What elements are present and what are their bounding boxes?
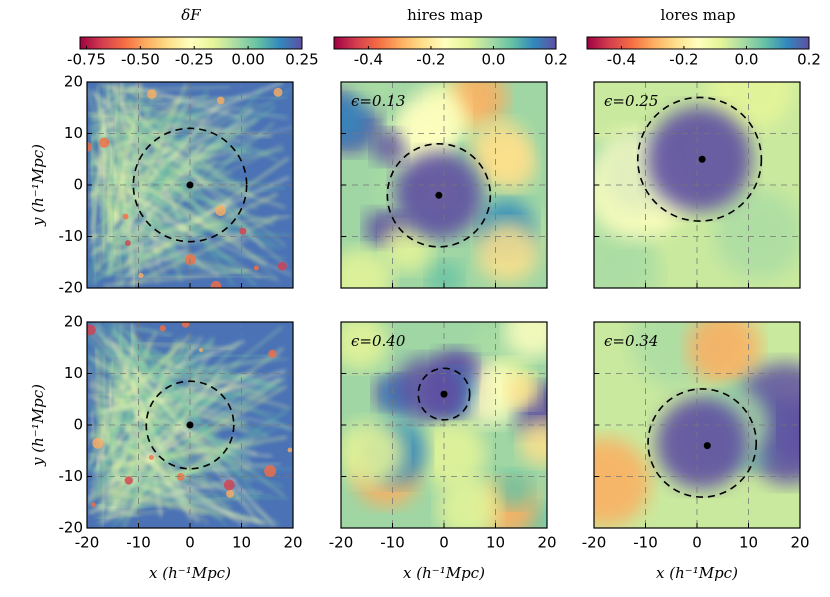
y-axis-label: y (h⁻¹Mpc) [29, 384, 47, 467]
epsilon-label: ϵ=0.13 [351, 92, 405, 110]
x-tick-label: -20 [329, 534, 354, 552]
y-tick-label: 0 [73, 416, 83, 434]
hot-spot [125, 476, 133, 484]
colorbar-tick-label: 0.2 [797, 51, 821, 69]
hot-spot [160, 325, 166, 331]
y-tick-label: 20 [64, 313, 83, 331]
colorbar-tick-label: 0.2 [544, 51, 568, 69]
center-point [435, 192, 442, 199]
hot-spot [226, 490, 234, 498]
hot-spot [268, 350, 276, 358]
colorbar-tick-label: -0.4 [354, 51, 383, 69]
x-tick-label: 20 [537, 534, 556, 552]
hot-spot [91, 502, 96, 507]
hot-spot [182, 320, 190, 328]
center-point [187, 182, 194, 189]
heatmap-image [561, 289, 830, 528]
x-axis-label: x (h⁻¹Mpc) [656, 564, 738, 582]
center-point [704, 442, 711, 449]
colorbar-title: lores map [660, 6, 735, 24]
colorbar-title: δF [181, 6, 201, 24]
hot-spot [239, 228, 246, 235]
y-tick-label: 10 [64, 124, 83, 142]
colorbar-tick-label: -0.2 [416, 51, 445, 69]
colorbar-title: hires map [407, 6, 483, 24]
y-tick-label: -10 [59, 227, 84, 245]
hot-spot [122, 214, 128, 220]
epsilon-label: ϵ=0.40 [351, 332, 406, 350]
colorbar-tick-label: 0.0 [735, 51, 759, 69]
colorbar-tick-label: 0.00 [231, 51, 264, 69]
colorbar-tick-label: -0.4 [607, 51, 636, 69]
colorbar-tick-label: -0.2 [669, 51, 698, 69]
filament [113, 142, 114, 261]
hot-spot [138, 273, 143, 278]
x-tick-label: -10 [633, 534, 658, 552]
x-tick-label: 0 [439, 534, 449, 552]
y-tick-label: 0 [73, 176, 83, 194]
hot-spot [264, 465, 276, 477]
x-tick-label: 10 [232, 534, 251, 552]
hot-spot [149, 455, 154, 460]
hot-spot [92, 438, 103, 449]
colorbar [80, 37, 302, 49]
colorbar-tick-label: 0.0 [482, 51, 506, 69]
blob [328, 248, 393, 313]
x-tick-label: 0 [692, 534, 702, 552]
colorbar-tick-label: -0.25 [175, 51, 214, 69]
x-axis-label: x (h⁻¹Mpc) [149, 564, 231, 582]
x-tick-label: 10 [739, 534, 758, 552]
hot-spot [288, 448, 293, 453]
blob [372, 129, 407, 164]
blob [427, 261, 463, 297]
x-tick-label: -10 [126, 534, 151, 552]
hot-spot [125, 240, 131, 246]
hot-spot [274, 88, 283, 97]
blob [505, 303, 561, 359]
blob [402, 88, 466, 152]
center-point [699, 156, 706, 163]
center-point [441, 391, 448, 398]
blob [506, 374, 540, 408]
hot-spot [211, 281, 222, 292]
colorbar-tick-label: 0.25 [285, 51, 318, 69]
blob [339, 419, 405, 485]
colorbar-tick-label: -0.50 [121, 51, 160, 69]
hot-spot [217, 97, 225, 105]
hot-spot [224, 480, 235, 491]
hot-spot [147, 89, 157, 99]
y-tick-label: 20 [64, 73, 83, 91]
epsilon-label: ϵ=0.34 [604, 332, 658, 350]
epsilon-label: ϵ=0.25 [604, 92, 658, 110]
hot-spot [215, 205, 226, 216]
y-tick-label: -10 [59, 467, 84, 485]
blob [561, 438, 650, 527]
blob [519, 420, 565, 466]
hot-spot [199, 348, 203, 352]
blob [496, 471, 533, 508]
blob [470, 119, 528, 177]
x-tick-label: 20 [790, 534, 809, 552]
blob [477, 221, 539, 283]
hot-spot [278, 262, 287, 271]
colorbar [587, 37, 809, 49]
x-axis-label: x (h⁻¹Mpc) [403, 564, 485, 582]
hot-spot [99, 138, 109, 148]
y-axis-label: y (h⁻¹Mpc) [29, 144, 47, 227]
x-tick-label: 20 [283, 534, 302, 552]
y-tick-label: -20 [59, 279, 84, 297]
x-tick-label: 10 [486, 534, 505, 552]
y-tick-label: -20 [59, 519, 84, 537]
colorbar-tick-label: -0.75 [67, 51, 106, 69]
colorbar [334, 37, 556, 49]
blob [656, 397, 748, 489]
heatmap-image [542, 44, 804, 308]
x-tick-label: -20 [582, 534, 607, 552]
x-tick-label: 0 [185, 534, 195, 552]
y-tick-label: 10 [64, 364, 83, 382]
hot-spot [254, 265, 259, 270]
center-point [187, 422, 194, 429]
x-tick-label: -10 [380, 534, 405, 552]
